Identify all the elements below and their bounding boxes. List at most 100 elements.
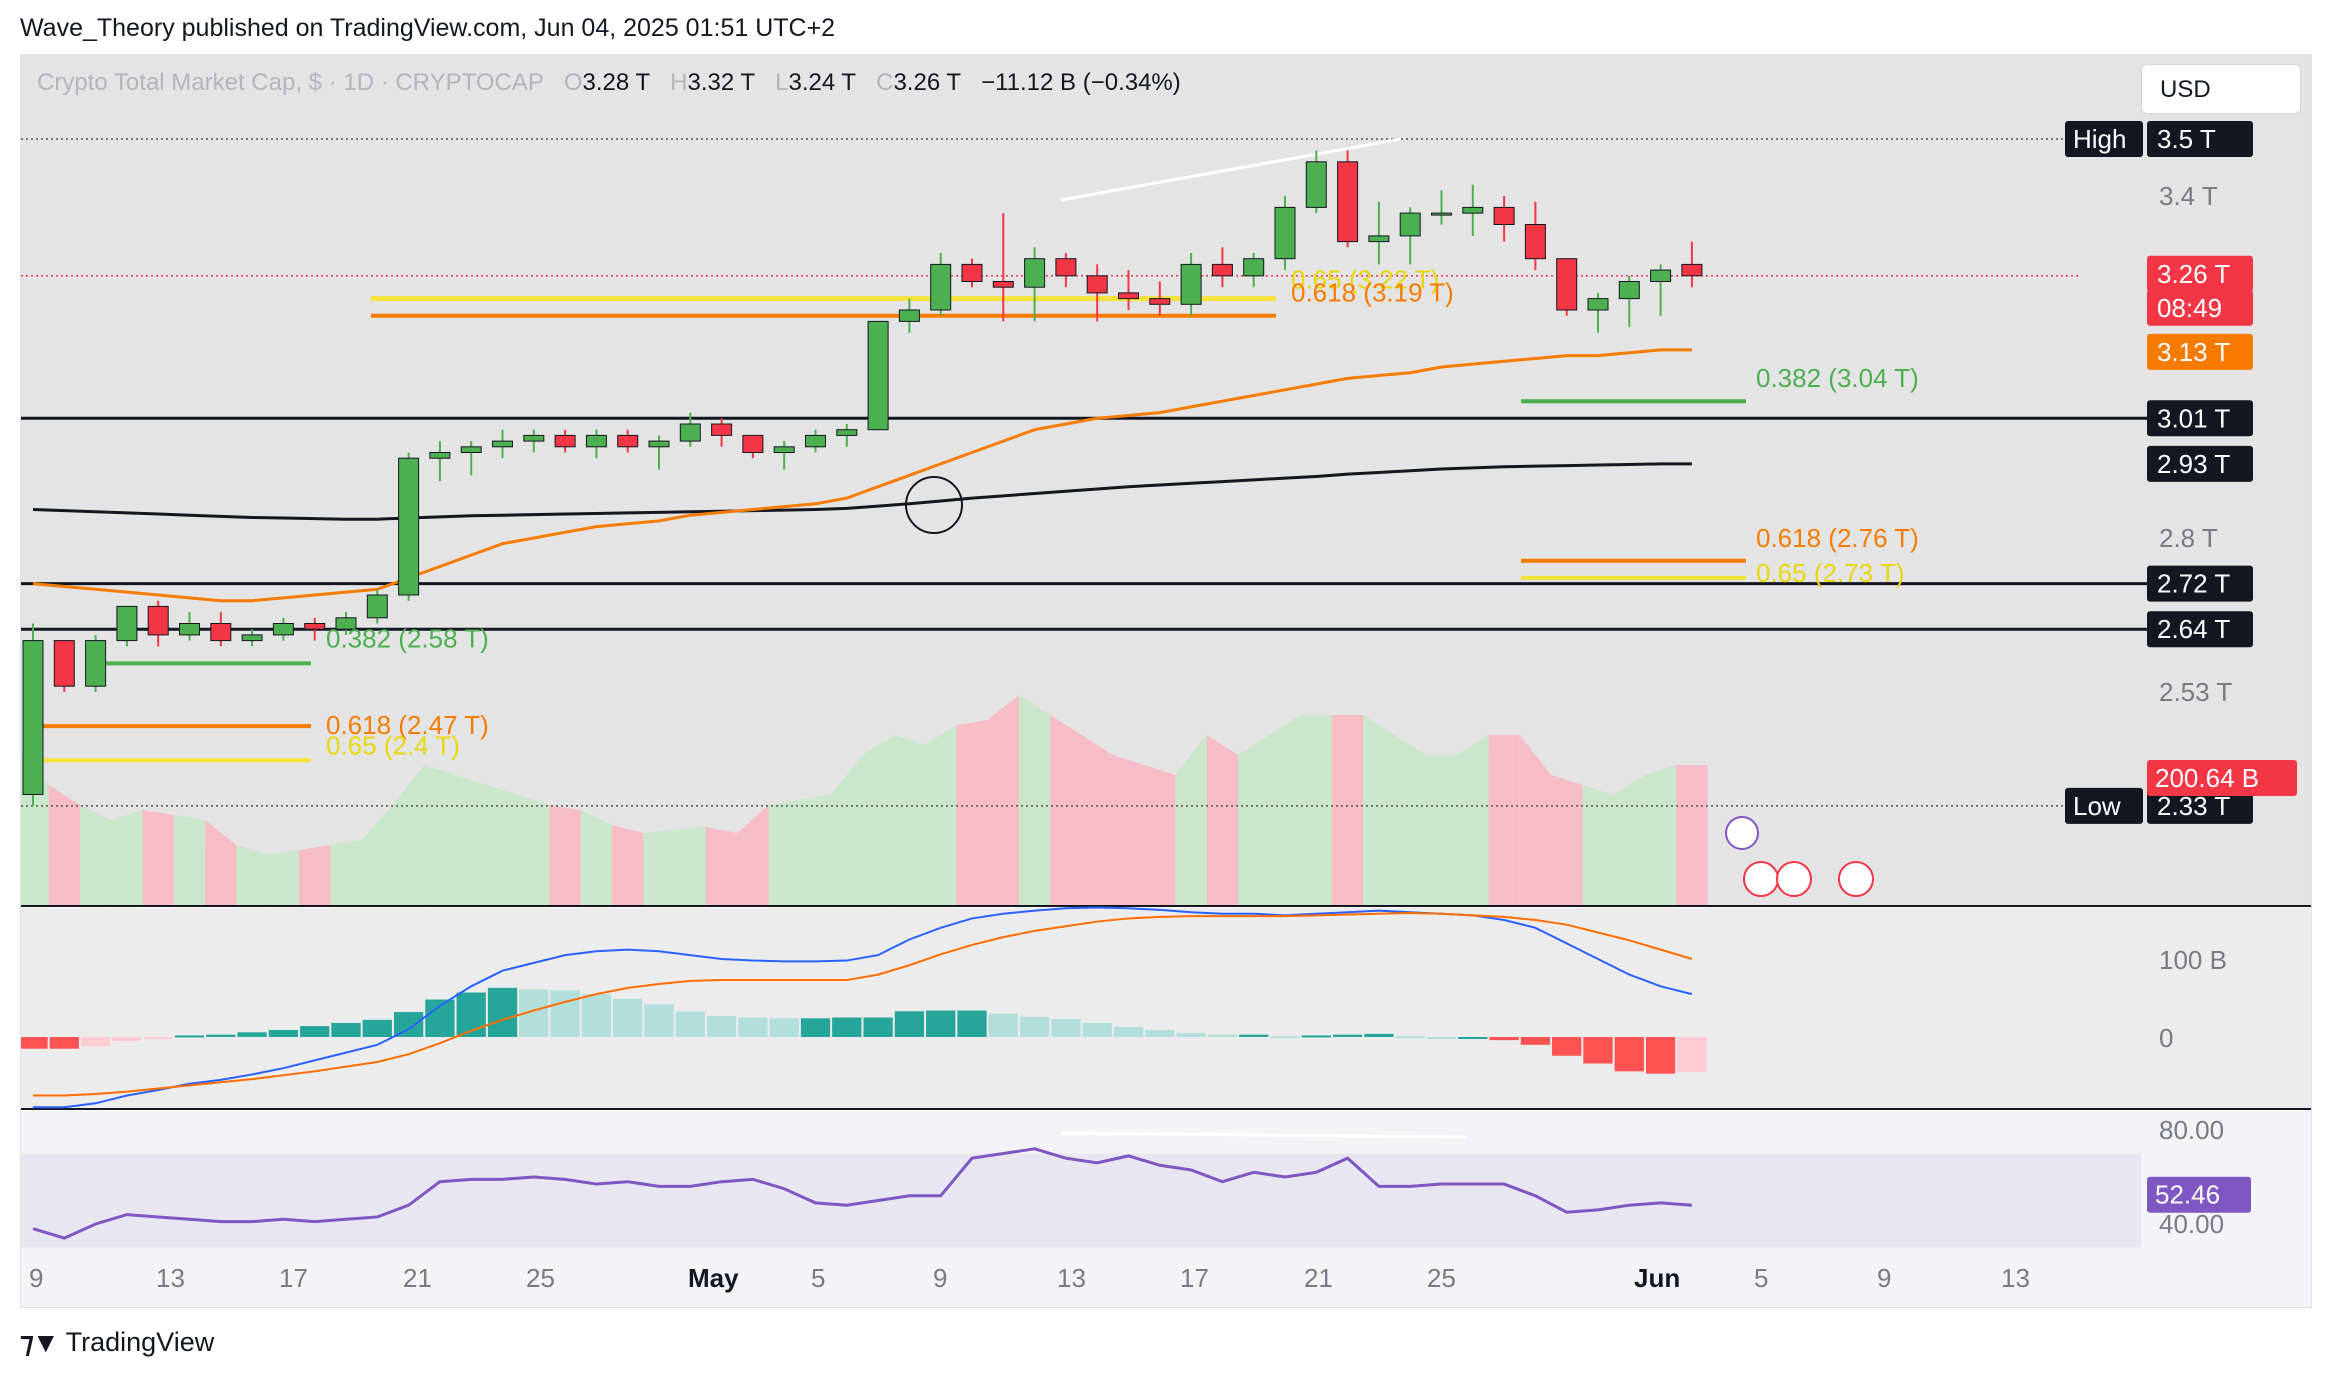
candle-body	[1305, 161, 1327, 208]
candle-body	[1556, 258, 1578, 311]
macd-histogram-bar	[675, 1011, 705, 1037]
x-axis-tick: 17	[279, 1263, 308, 1293]
fib-label: 0.618 (3.19 T)	[1291, 278, 1454, 308]
price-tag	[2147, 121, 2253, 157]
x-axis-tick: 9	[1877, 1263, 1891, 1293]
candle-body	[85, 640, 107, 687]
candle-body	[1180, 263, 1202, 305]
x-axis-tick: 21	[403, 1263, 432, 1293]
candle-body	[648, 440, 670, 448]
candle-body	[304, 623, 326, 630]
volume-area	[1551, 775, 1583, 905]
price-tag	[2147, 787, 2253, 824]
volume-area	[1582, 785, 1614, 905]
price-tag-value: 2.93 T	[2157, 449, 2230, 479]
macd-histogram-bar	[1489, 1037, 1519, 1041]
macd-histogram-bar	[894, 1011, 925, 1037]
fib-label: 0.65 (3.22 T)	[1291, 265, 1439, 295]
footer: ⁊▼ TradingView	[20, 1326, 214, 1359]
macd-histogram-bar	[613, 998, 643, 1037]
volume-area	[361, 805, 393, 905]
volume-area	[1425, 755, 1458, 905]
macd-histogram-bar	[143, 1037, 173, 1039]
price-tag-value: 3.01 T	[2157, 403, 2230, 433]
price-tag-label: High	[2073, 124, 2126, 154]
chart-canvas[interactable]: 0.382 (2.58 T) 0.618 (2.47 T)0.65 (2.4 T)…	[21, 55, 2312, 1308]
x-axis-tick: 13	[1057, 1263, 1086, 1293]
currency-button[interactable]: USD	[2141, 64, 2301, 114]
volume-area	[111, 810, 143, 905]
tradingview-logo-icon[interactable]: ⁊▼	[20, 1327, 60, 1358]
macd-histogram-bar	[581, 994, 612, 1037]
price-tag-value: 2.64 T	[2157, 614, 2230, 644]
candle-body	[272, 623, 294, 636]
golden-cross-circle	[905, 476, 963, 534]
macd-histogram-bar	[644, 1004, 674, 1037]
candle-body	[898, 309, 920, 322]
x-axis-tick: 25	[526, 1263, 555, 1293]
volume-area	[205, 820, 237, 905]
published-caption: Wave_Theory published on TradingView.com…	[20, 14, 836, 42]
candle-body	[460, 446, 482, 453]
macd-histogram-bar	[174, 1035, 205, 1038]
volume-area	[987, 695, 1019, 905]
macd-histogram-bar	[300, 1026, 330, 1037]
candle-body	[1462, 206, 1484, 214]
macd-histogram-bar	[1239, 1034, 1269, 1037]
open-label: O	[563, 69, 583, 96]
high-label: H	[670, 69, 688, 96]
candle-body	[53, 640, 75, 687]
macd-histogram-bar	[456, 992, 486, 1037]
candle-body	[1587, 298, 1609, 311]
high-value: 3.32 T	[687, 69, 756, 96]
candle-body	[805, 434, 826, 448]
candle-body	[679, 423, 701, 442]
candle-body	[1524, 224, 1546, 260]
macd-histogram-bar	[1583, 1037, 1613, 1064]
x-axis-tick: Jun	[1634, 1263, 1680, 1293]
candle-body	[1650, 269, 1672, 283]
macd-histogram-bar	[1395, 1036, 1425, 1039]
macd-histogram-bar	[1364, 1033, 1394, 1037]
macd-histogram-bar	[1301, 1035, 1331, 1038]
candle-body	[1399, 212, 1421, 237]
candle-body	[241, 634, 263, 642]
volume-area	[299, 845, 331, 905]
footer-brand[interactable]: TradingView	[65, 1327, 215, 1357]
macd-histogram-bar	[706, 1015, 737, 1037]
price-tag-value: 3.26 T	[2157, 259, 2230, 289]
macd-histogram-bar	[926, 1010, 956, 1037]
candle-body	[1211, 263, 1233, 277]
candle-body	[1149, 298, 1171, 305]
candle-body	[867, 320, 889, 431]
candle-body	[398, 457, 420, 596]
volume-area	[674, 827, 706, 905]
price-tag	[2147, 565, 2253, 602]
rsi-line	[32, 1147, 1693, 1240]
volume-area	[799, 795, 832, 905]
low-label: L	[775, 69, 789, 96]
macd-histogram-bar	[362, 1019, 392, 1037]
volume-area	[831, 755, 863, 905]
macd-histogram-bar	[1113, 1026, 1144, 1037]
volume-area	[330, 840, 362, 905]
price-axis-label: 2.53 T	[2159, 677, 2232, 707]
candle-body	[1368, 235, 1390, 243]
close-value: 3.26 T	[893, 69, 962, 96]
signal-line	[33, 911, 1693, 1097]
x-axis-tick: 9	[933, 1263, 947, 1293]
chart-frame[interactable]: 0.382 (2.58 T) 0.618 (2.47 T) 0.65 (2.4 T)…	[20, 54, 2312, 1308]
symbol-name[interactable]: Crypto Total Market Cap, $ · 1D · CRYPTO…	[37, 69, 544, 96]
volume-area	[1081, 735, 1113, 905]
macd-histogram-bar	[1645, 1037, 1676, 1074]
macd-histogram-bar	[738, 1017, 768, 1037]
volume-area	[1018, 695, 1051, 905]
macd-histogram-bar	[112, 1037, 142, 1041]
candle-body	[1118, 292, 1139, 300]
open-value: 3.28 T	[582, 69, 651, 96]
close-label: C	[876, 69, 894, 96]
fib-label: 0.618 (2.47 T)	[326, 710, 489, 740]
volume-area	[1269, 715, 1301, 905]
price-tag-value: 3.5 T	[2157, 124, 2216, 154]
candle-body	[773, 446, 795, 453]
